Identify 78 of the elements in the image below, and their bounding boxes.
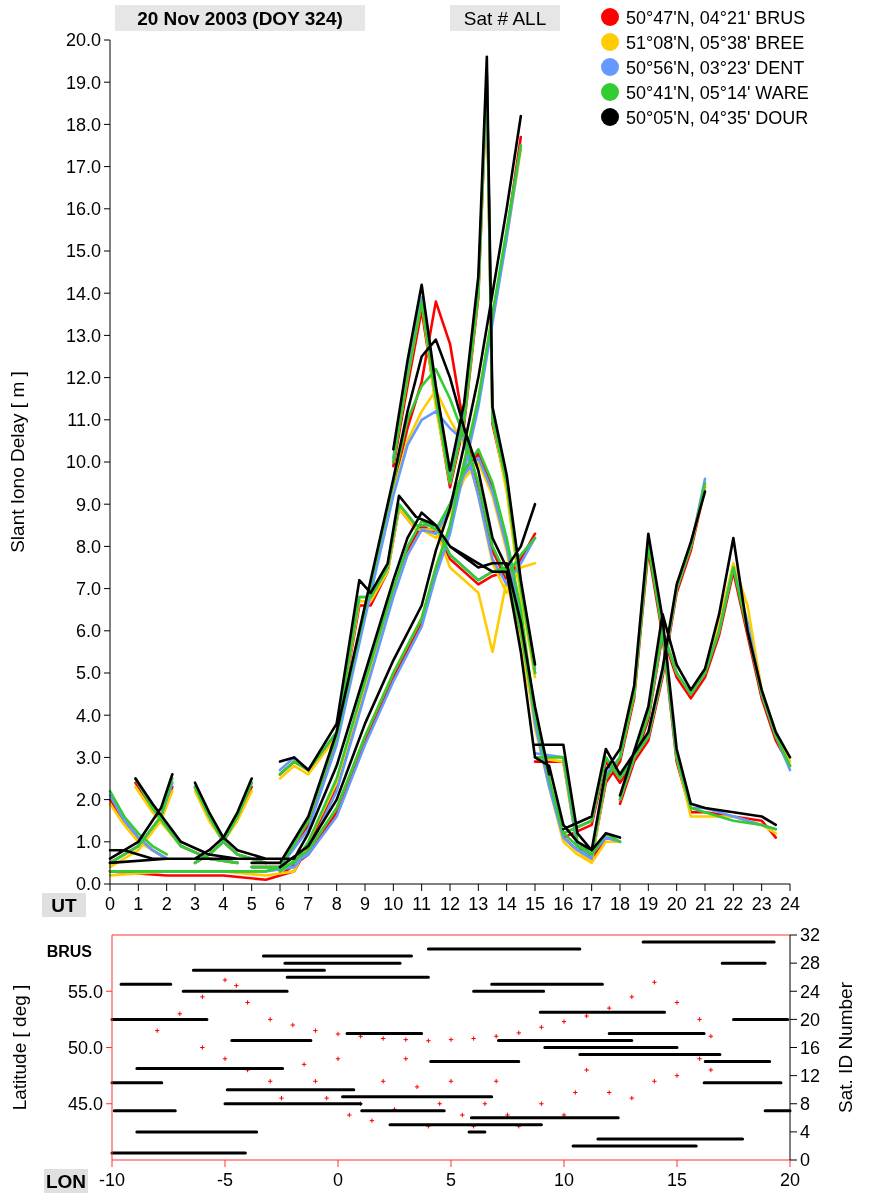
y-axis-title: Slant Iono Delay [ m ] [7,371,28,553]
x-tick-label: 0 [332,1170,344,1190]
x-tick-label: 5 [246,894,257,914]
y-tick-label: 12.0 [65,367,101,388]
legend-label: 50°56'N, 03°23' DENT [626,58,805,78]
text: Sat # ALL [463,8,547,29]
y-tick-label: 2.0 [75,789,101,810]
y2-tick-label: 12 [800,1065,821,1086]
x-tick-label: 2 [161,894,172,914]
x-tick-label: 20 [666,894,687,914]
y-tick-label: 14.0 [65,283,101,304]
legend-label: 50°05'N, 04°35' DOUR [626,108,809,128]
y-tick-label: 15.0 [65,241,101,262]
y-tick-label: 10.0 [65,452,101,473]
y-tick-label: 45.0 [67,1094,103,1115]
legend-label: 50°41'N, 05°14' WARE [626,83,809,103]
x-tick-label: 24 [779,894,801,914]
x-tick-label: -5 [216,1170,234,1190]
x-tick-label: 20 [779,1170,801,1190]
x-tick-label: 7 [303,894,314,914]
y-tick-label: 5.0 [75,663,101,684]
y-tick-label: 19.0 [65,72,101,93]
y2-tick-label: 28 [800,953,821,974]
y-tick-label: 7.0 [75,578,101,599]
y2-tick-label: 24 [800,981,821,1002]
y-tick-label: 55.0 [67,981,103,1002]
x-tick-label: 6 [274,894,286,914]
x-tick-label: 12 [439,894,461,914]
y-axis-title: Latitude [ deg ] [9,984,30,1111]
legend-label: 50°47'N, 04°21' BRUS [626,8,806,28]
x-tick-label: 11 [412,894,432,914]
x-tick-label: 4 [218,894,229,914]
y-tick-label: 6.0 [75,621,101,642]
x-tick-label: -10 [98,1170,126,1190]
y-tick-label: 3.0 [75,747,101,768]
y-tick-label: 18.0 [65,114,101,135]
y-tick-label: 8.0 [75,536,101,557]
y-tick-label: 0.0 [75,874,101,895]
x-tick-label: 10 [553,1170,575,1190]
x-tick-label: 10 [383,894,404,914]
y2-axis-title: Sat. ID Number [835,981,856,1113]
x-tick-label: 8 [331,894,342,914]
x-tick-label: 1 [133,894,144,914]
y2-tick-label: 8 [800,1094,811,1115]
x-tick-label: 19 [638,894,659,914]
y-tick-label: 11.0 [67,410,101,431]
x-tick-label: 17 [581,894,602,914]
y2-tick-label: 16 [800,1037,821,1058]
x-tick-label: 5 [445,1170,457,1190]
chart-title: 20 Nov 2003 (DOY 324) [137,8,343,29]
y2-tick-label: 20 [800,1009,821,1030]
x-tick-label: 21 [694,894,716,914]
x-tick-label: 23 [751,894,772,914]
x-tick-label: 15 [524,894,546,914]
x-tick-label: 13 [468,894,489,914]
legend-label: 51°08'N, 05°38' BREE [626,33,805,53]
y-tick-label: 20.0 [65,30,101,51]
y-tick-label: 16.0 [65,199,101,220]
y-tick-label: 9.0 [75,494,101,515]
x-tick-label: 9 [359,894,371,914]
y2-tick-label: 4 [800,1122,811,1143]
x-axis-title: LON [45,1171,87,1192]
x-axis-title: UT [51,895,78,916]
y-tick-label: 17.0 [65,156,101,177]
x-tick-label: 3 [189,894,201,914]
y2-tick-label: 32 [800,925,821,946]
text: BRUS [46,943,93,960]
x-tick-label: 16 [553,894,574,914]
x-tick-label: 14 [496,894,517,914]
x-tick-label: 0 [104,894,116,914]
y-tick-label: 1.0 [75,832,101,853]
x-tick-label: 22 [723,894,744,914]
y-tick-label: 4.0 [75,705,101,726]
x-tick-label: 15 [666,1170,688,1190]
x-tick-label: 18 [609,894,631,914]
y-tick-label: 13.0 [65,325,101,346]
y-tick-label: 50.0 [67,1037,103,1058]
y2-tick-label: 0 [800,1150,811,1171]
